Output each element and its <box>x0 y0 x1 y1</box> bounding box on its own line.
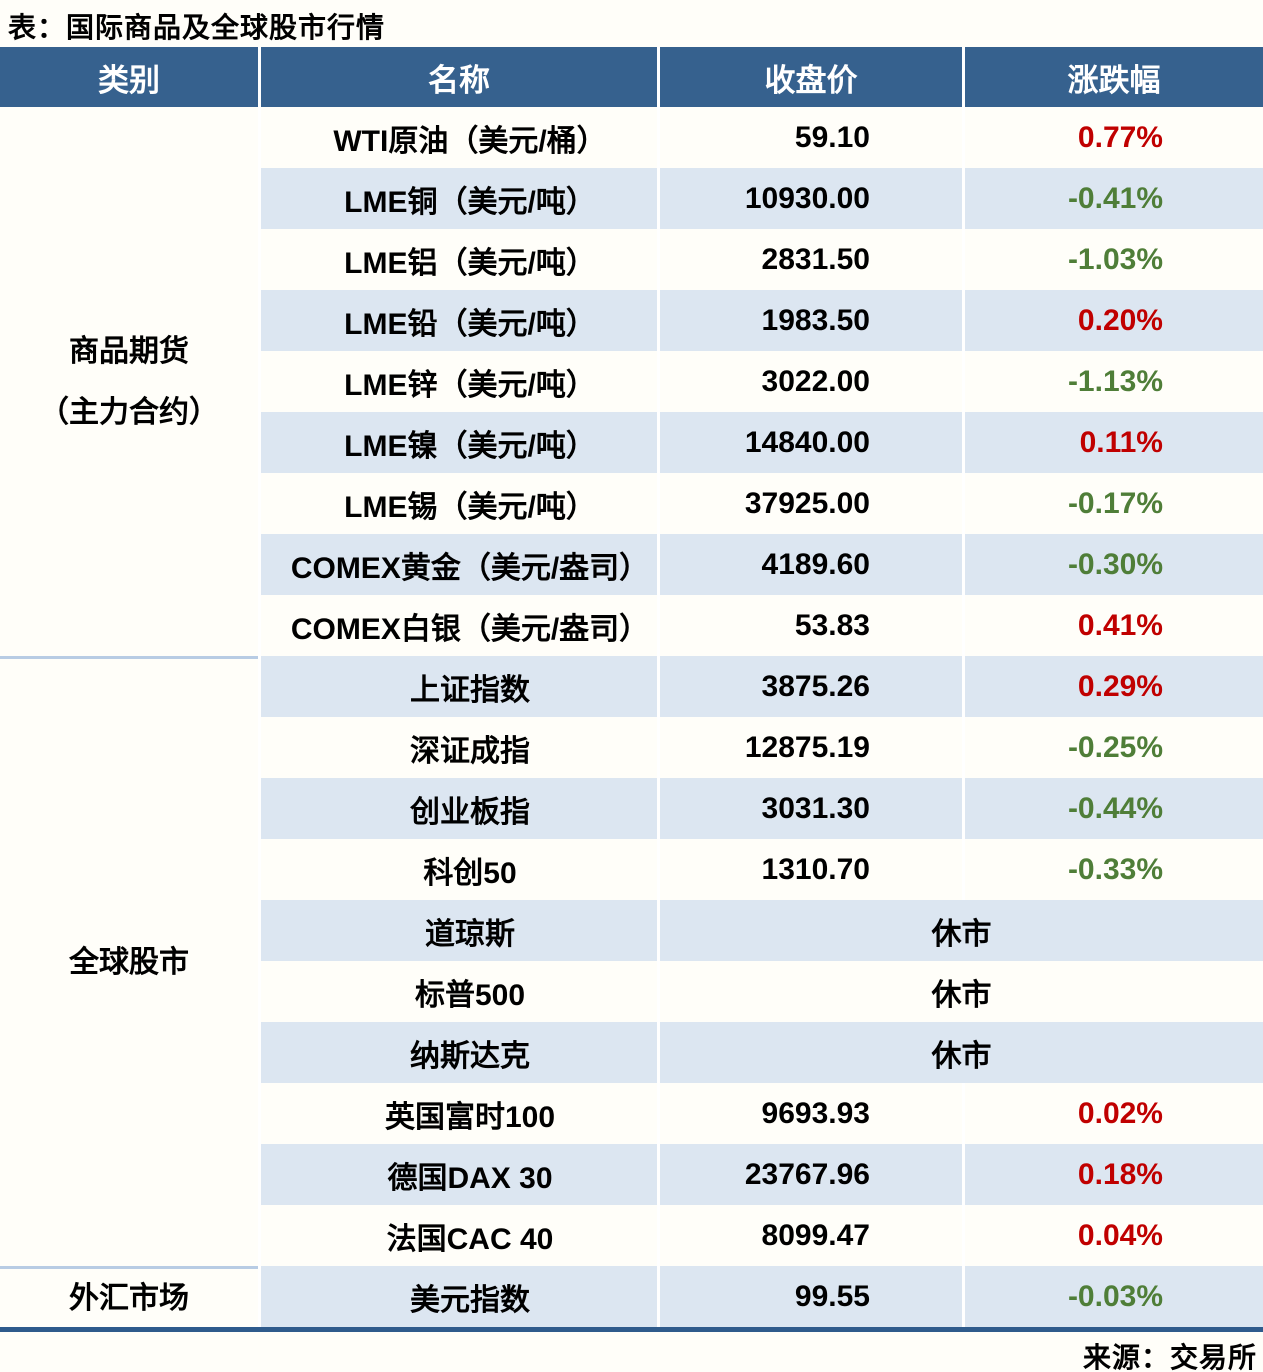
change-percent-cell: 0.02% <box>962 1083 1263 1144</box>
change-percent-cell: -0.33% <box>962 839 1263 900</box>
name-cell: COMEX黄金（美元/盎司） <box>258 534 657 595</box>
category-column: 商品期货 （主力合约） 全球股市外汇市场 <box>0 107 258 1327</box>
change-percent-cell: -0.30% <box>962 534 1263 595</box>
name-cell: 法国CAC 40 <box>258 1205 657 1266</box>
name-cell: LME锌（美元/吨） <box>258 351 657 412</box>
table-row: 深证成指 12875.19 -0.25% <box>258 717 1263 778</box>
table-row: LME锌（美元/吨） 3022.00 -1.13% <box>258 351 1263 412</box>
close-price-cell: 99.55 <box>657 1266 962 1327</box>
table-row: 美元指数 99.55 -0.03% <box>258 1266 1263 1327</box>
close-price-cell: 1983.50 <box>657 290 962 351</box>
close-price-cell: 9693.93 <box>657 1083 962 1144</box>
change-percent-cell: -0.17% <box>962 473 1263 534</box>
category-section: 全球股市 <box>0 656 258 1266</box>
category-label: 商品期货 <box>69 334 189 368</box>
category-section: 外汇市场 <box>0 1266 258 1327</box>
name-cell: 德国DAX 30 <box>258 1144 657 1205</box>
change-percent-cell: -1.03% <box>962 229 1263 290</box>
close-price-cell: 3875.26 <box>657 656 962 717</box>
change-percent-cell: 0.77% <box>962 107 1263 168</box>
name-cell: 纳斯达克 <box>258 1022 657 1083</box>
table-row: 科创50 1310.70 -0.33% <box>258 839 1263 900</box>
category-label: 全球股市 <box>69 946 189 979</box>
change-percent-cell: 0.41% <box>962 595 1263 656</box>
close-price-cell: 14840.00 <box>657 412 962 473</box>
close-price-cell: 8099.47 <box>657 1205 962 1266</box>
source-note: 来源：交易所 <box>1082 1342 1257 1372</box>
change-percent-cell: -0.03% <box>962 1266 1263 1327</box>
header-cell-name: 名称 <box>258 47 657 107</box>
name-cell: 深证成指 <box>258 717 657 778</box>
close-price-cell: 23767.96 <box>657 1144 962 1205</box>
close-price-cell: 3031.30 <box>657 778 962 839</box>
close-price-cell: 59.10 <box>657 107 962 168</box>
table-header-row: 类别 名称 收盘价 涨跌幅 <box>0 47 1263 107</box>
table-row: LME铜（美元/吨） 10930.00 -0.41% <box>258 168 1263 229</box>
change-percent-cell: -0.44% <box>962 778 1263 839</box>
header-cell-category: 类别 <box>98 62 160 98</box>
close-price-cell: 37925.00 <box>657 473 962 534</box>
table-row: 德国DAX 30 23767.96 0.18% <box>258 1144 1263 1205</box>
name-cell: LME镍（美元/吨） <box>258 412 657 473</box>
change-percent-cell: 0.04% <box>962 1205 1263 1266</box>
category-label: 外汇市场 <box>69 1281 189 1315</box>
name-cell: LME铜（美元/吨） <box>258 168 657 229</box>
name-cell: COMEX白银（美元/盎司） <box>258 595 657 656</box>
table-row: 英国富时100 9693.93 0.02% <box>258 1083 1263 1144</box>
table-bottom-border <box>0 1327 1263 1332</box>
name-cell: 标普500 <box>258 961 657 1022</box>
table-row: 标普500 休市 <box>258 961 1263 1022</box>
change-percent-cell: -0.25% <box>962 717 1263 778</box>
name-cell: 创业板指 <box>258 778 657 839</box>
name-cell: LME铅（美元/吨） <box>258 290 657 351</box>
name-cell: 美元指数 <box>258 1266 657 1327</box>
table-row: 创业板指 3031.30 -0.44% <box>258 778 1263 839</box>
market-closed-cell: 休市 <box>657 900 1263 961</box>
table-row: WTI原油（美元/桶） 59.10 0.77% <box>258 107 1263 168</box>
category-section: 商品期货 （主力合约） <box>0 107 258 656</box>
table-row: LME镍（美元/吨） 14840.00 0.11% <box>258 412 1263 473</box>
rows-column: WTI原油（美元/桶） 59.10 0.77% LME铜（美元/吨） 10930.00-… <box>258 107 1263 1327</box>
table-row: LME铝（美元/吨） 2831.50 -1.03% <box>258 229 1263 290</box>
table-row: 法国CAC 40 8099.47 0.04% <box>258 1205 1263 1266</box>
close-price-cell: 1310.70 <box>657 839 962 900</box>
close-price-cell: 10930.00 <box>657 168 962 229</box>
table-row: 道琼斯 休市 <box>258 900 1263 961</box>
name-cell: LME铝（美元/吨） <box>258 229 657 290</box>
change-percent-cell: -1.13% <box>962 351 1263 412</box>
name-cell: 上证指数 <box>258 656 657 717</box>
category-label: （主力合约） <box>39 395 219 429</box>
header-cell-change: 涨跌幅 <box>962 47 1263 107</box>
change-percent-cell: -0.41% <box>962 168 1263 229</box>
name-cell: 英国富时100 <box>258 1083 657 1144</box>
table-row: LME锡（美元/吨） 37925.00 -0.17% <box>258 473 1263 534</box>
name-cell: 科创50 <box>258 839 657 900</box>
close-price-cell: 53.83 <box>657 595 962 656</box>
close-price-cell: 2831.50 <box>657 229 962 290</box>
table-row: COMEX白银（美元/盎司） 53.83 0.41% <box>258 595 1263 656</box>
table-title: 表：国际商品及全球股市行情 <box>8 12 386 43</box>
table-row: 纳斯达克 休市 <box>258 1022 1263 1083</box>
change-percent-cell: 0.29% <box>962 656 1263 717</box>
header-cell-close: 收盘价 <box>657 47 962 107</box>
table-row: COMEX黄金（美元/盎司） 4189.60 -0.30% <box>258 534 1263 595</box>
name-cell: LME锡（美元/吨） <box>258 473 657 534</box>
name-cell: 道琼斯 <box>258 900 657 961</box>
name-cell: WTI原油（美元/桶） <box>258 107 657 168</box>
market-closed-cell: 休市 <box>657 961 1263 1022</box>
market-table: 类别 名称 收盘价 涨跌幅 商品期货 （主力合约） 全球股市外汇市场 WTI原油（美… <box>0 47 1263 1332</box>
close-price-cell: 3022.00 <box>657 351 962 412</box>
table-body: 商品期货 （主力合约） 全球股市外汇市场 WTI原油（美元/桶） 59.10 0.77%… <box>0 107 1263 1327</box>
change-percent-cell: 0.11% <box>962 412 1263 473</box>
market-closed-cell: 休市 <box>657 1022 1263 1083</box>
change-percent-cell: 0.20% <box>962 290 1263 351</box>
table-row: 上证指数 3875.26 0.29% <box>258 656 1263 717</box>
change-percent-cell: 0.18% <box>962 1144 1263 1205</box>
table-row: LME铅（美元/吨） 1983.50 0.20% <box>258 290 1263 351</box>
close-price-cell: 12875.19 <box>657 717 962 778</box>
close-price-cell: 4189.60 <box>657 534 962 595</box>
